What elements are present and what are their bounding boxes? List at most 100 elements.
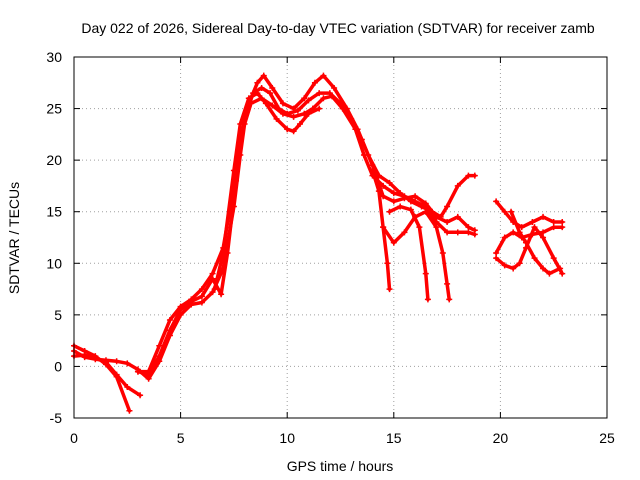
grid	[74, 57, 607, 418]
data-point	[254, 79, 261, 86]
data-point	[559, 219, 566, 226]
data-point	[444, 280, 451, 287]
y-tick-label: 30	[46, 49, 62, 65]
data-point	[407, 198, 414, 205]
data-point	[418, 203, 425, 210]
data-point	[211, 286, 218, 293]
data-point	[550, 255, 557, 262]
x-tick-label: 20	[493, 430, 509, 446]
x-axis-label: GPS time / hours	[287, 458, 394, 474]
data-point	[412, 193, 419, 200]
data-point	[305, 110, 312, 117]
data-point	[209, 289, 216, 296]
data-point	[501, 234, 508, 241]
series-layer	[71, 72, 566, 414]
y-tick-label: 20	[46, 152, 62, 168]
data-point	[546, 270, 553, 277]
data-point	[493, 198, 500, 205]
data-point	[177, 303, 184, 310]
data-point	[397, 190, 404, 197]
data-point	[465, 224, 472, 231]
y-axis-label: SDTVAR / TECUs	[6, 182, 22, 294]
data-point	[188, 296, 195, 303]
data-point	[126, 407, 133, 414]
data-point	[230, 167, 237, 174]
data-point	[369, 167, 376, 174]
data-point	[320, 72, 327, 79]
data-point	[501, 208, 508, 215]
data-point	[531, 224, 538, 231]
data-point	[559, 224, 566, 231]
data-point	[397, 203, 404, 210]
data-point	[550, 219, 557, 226]
series-track-6	[212, 91, 321, 291]
data-point	[354, 126, 361, 133]
data-point	[390, 198, 397, 205]
data-point	[258, 84, 265, 91]
data-point	[465, 229, 472, 236]
y-tick-labels: -5 0 5 10 15 20 25 30	[46, 49, 62, 426]
data-point	[290, 128, 297, 135]
data-point	[471, 227, 478, 234]
data-point	[433, 224, 440, 231]
data-point	[390, 239, 397, 246]
series-track-4	[136, 86, 477, 377]
data-point	[301, 95, 308, 102]
series-track-5	[136, 73, 477, 374]
data-point	[375, 172, 382, 179]
data-point	[518, 224, 525, 231]
y-tick-label: 0	[54, 358, 62, 374]
data-point	[454, 182, 461, 189]
x-tick-labels: 0 5 10 15 20 25	[70, 430, 615, 446]
data-point	[134, 368, 141, 375]
data-point	[156, 342, 163, 349]
data-point	[529, 219, 536, 226]
data-point	[290, 113, 297, 120]
series-track-11	[494, 225, 564, 255]
data-point	[92, 356, 99, 363]
y-tick-label: 25	[46, 101, 62, 117]
data-point	[262, 100, 269, 107]
data-point	[113, 358, 120, 365]
data-point	[279, 100, 286, 107]
data-point	[454, 229, 461, 236]
data-point	[386, 286, 393, 293]
y-tick-label: -5	[50, 410, 63, 426]
y-tick-label: 15	[46, 204, 62, 220]
markers-track-10	[493, 198, 566, 231]
data-point	[516, 260, 523, 267]
data-point	[412, 213, 419, 220]
data-point	[124, 384, 131, 391]
data-point	[540, 234, 547, 241]
plot-frame	[73, 56, 608, 419]
x-tick-label: 0	[70, 430, 78, 446]
data-point	[145, 368, 152, 375]
x-tick-label: 10	[279, 430, 295, 446]
data-point	[245, 95, 252, 102]
y-tick-label: 5	[54, 307, 62, 323]
data-point	[380, 224, 387, 231]
data-point	[540, 265, 547, 272]
data-point	[284, 110, 291, 117]
data-point	[508, 208, 515, 215]
x-tick-label: 25	[599, 430, 615, 446]
data-point	[493, 255, 500, 262]
data-point	[269, 102, 276, 109]
data-point	[260, 72, 267, 79]
data-point	[422, 200, 429, 207]
data-point	[422, 208, 429, 215]
data-point	[386, 179, 393, 186]
data-point	[294, 107, 301, 114]
data-point	[220, 249, 227, 256]
data-point	[218, 291, 225, 298]
data-point	[81, 354, 88, 361]
data-point	[316, 90, 323, 97]
data-point	[465, 172, 472, 179]
markers-track-3	[71, 93, 478, 382]
data-point	[326, 90, 333, 97]
x-tick-label: 5	[177, 430, 185, 446]
data-point	[275, 105, 282, 112]
data-point	[198, 293, 205, 300]
data-point	[516, 229, 523, 236]
